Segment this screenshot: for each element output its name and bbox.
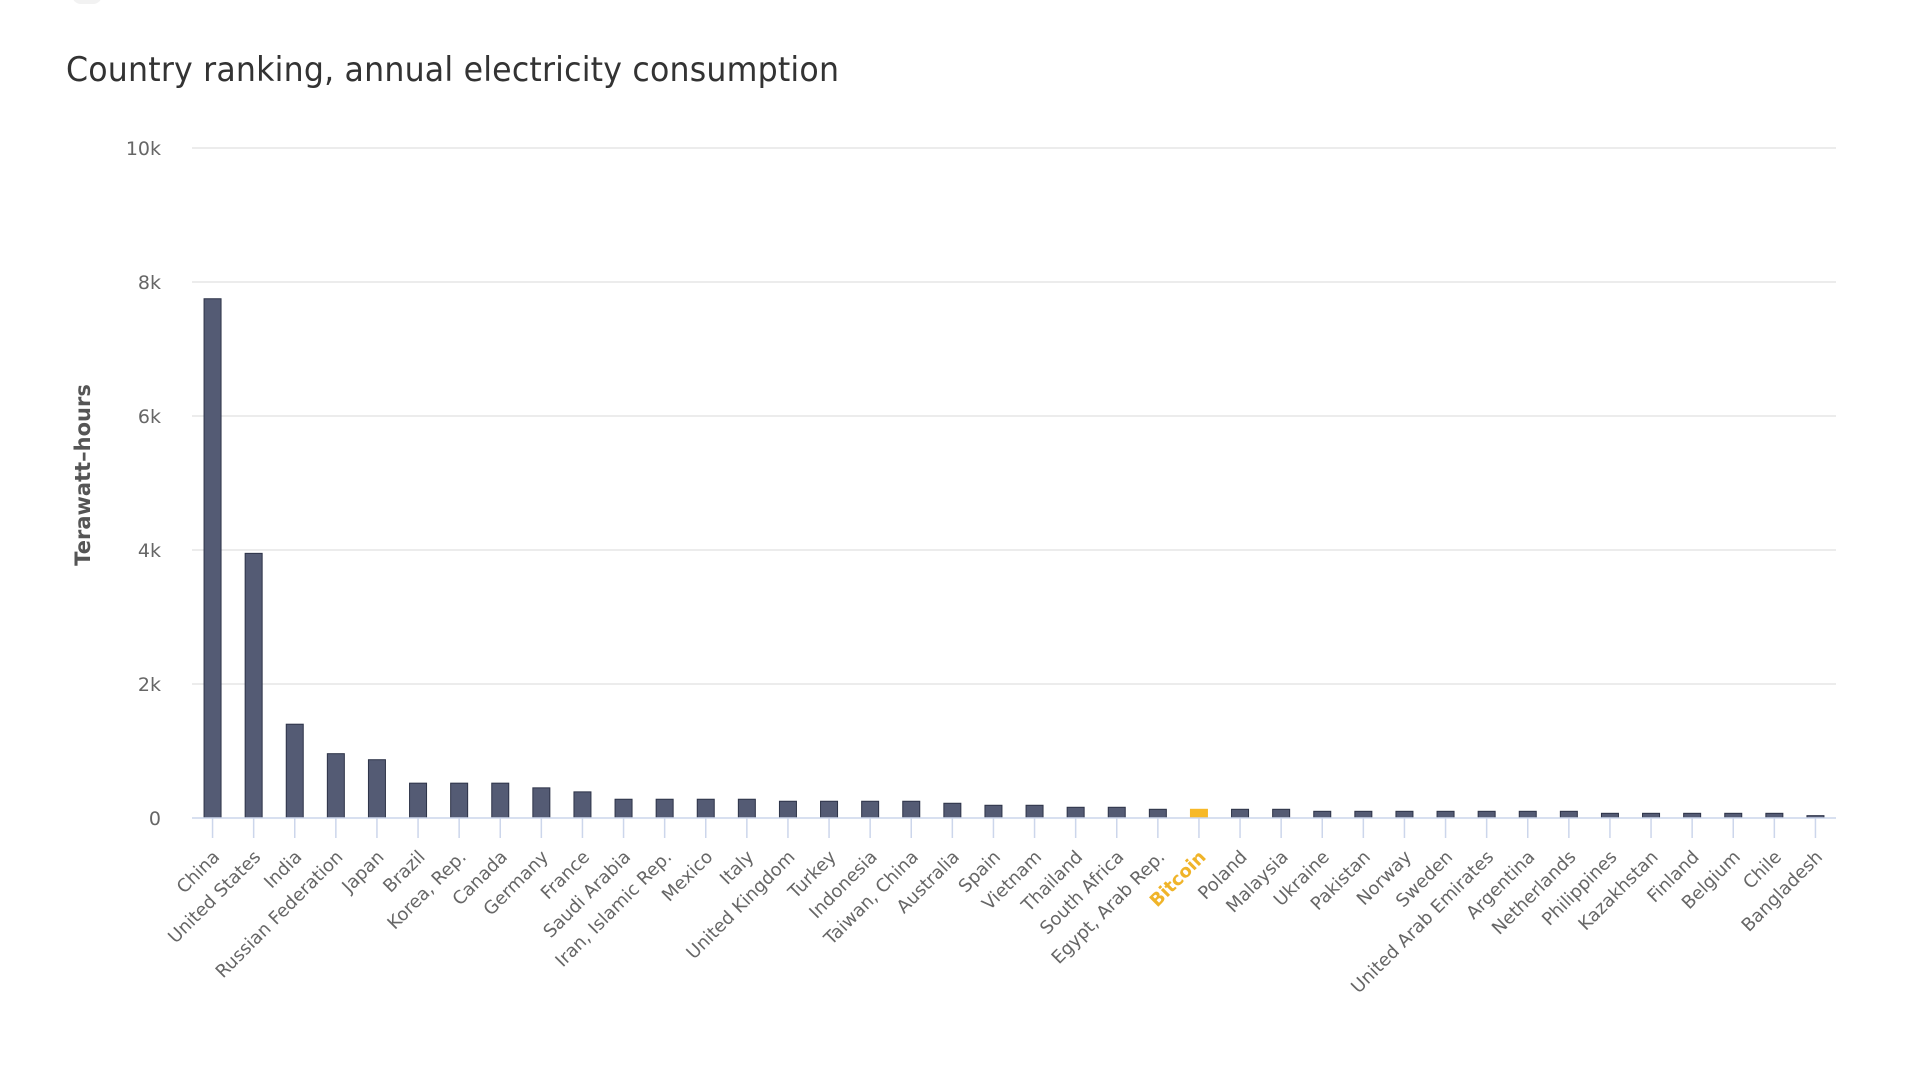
bar[interactable] xyxy=(1559,810,1578,819)
bar[interactable] xyxy=(984,804,1003,819)
y-axis-ticks: 0 2k 4k 6k 8k 10k xyxy=(126,138,161,830)
bar[interactable] xyxy=(1518,810,1537,819)
gridlines xyxy=(192,147,1836,685)
bar[interactable] xyxy=(696,798,715,819)
bar[interactable] xyxy=(1354,810,1373,819)
bar[interactable] xyxy=(902,800,921,819)
bar[interactable] xyxy=(1272,808,1291,819)
bar[interactable] xyxy=(203,298,222,819)
bar[interactable] xyxy=(655,798,674,819)
x-tick-label: Japan xyxy=(337,847,388,898)
y-tick-label: 8k xyxy=(138,272,161,294)
bar[interactable] xyxy=(861,800,880,819)
y-axis-label: Terawatt–hours xyxy=(71,384,95,566)
bar[interactable] xyxy=(943,802,962,819)
bar[interactable] xyxy=(532,787,551,819)
bar[interactable] xyxy=(367,759,386,819)
bar[interactable] xyxy=(491,782,510,819)
bar[interactable] xyxy=(1477,810,1496,819)
bar[interactable] xyxy=(450,782,469,819)
bar[interactable] xyxy=(820,800,839,819)
bars xyxy=(203,298,1825,819)
bar[interactable] xyxy=(1066,806,1085,819)
y-tick-label: 6k xyxy=(138,406,161,428)
bar[interactable] xyxy=(1436,810,1455,819)
bar[interactable] xyxy=(737,798,756,819)
bar[interactable] xyxy=(1231,808,1250,819)
bar[interactable] xyxy=(1025,804,1044,819)
bar[interactable] xyxy=(778,800,797,819)
y-tick-label: 10k xyxy=(126,138,161,160)
bar[interactable] xyxy=(326,753,345,819)
bar[interactable] xyxy=(244,552,263,819)
bar[interactable] xyxy=(409,782,428,819)
y-tick-label: 2k xyxy=(138,674,161,696)
bar[interactable] xyxy=(1313,810,1332,819)
bar[interactable] xyxy=(285,723,304,819)
chart-title: Country ranking, annual electricity cons… xyxy=(66,50,840,90)
bar[interactable] xyxy=(1395,810,1414,819)
y-tick-label: 4k xyxy=(138,540,161,562)
bar[interactable] xyxy=(614,798,633,819)
y-tick-label: 0 xyxy=(149,808,161,830)
bar[interactable] xyxy=(1148,808,1167,819)
bar-bitcoin[interactable] xyxy=(1189,808,1208,819)
bar[interactable] xyxy=(1107,806,1126,819)
chart-menu-button[interactable] xyxy=(72,0,102,4)
bar[interactable] xyxy=(573,791,592,819)
